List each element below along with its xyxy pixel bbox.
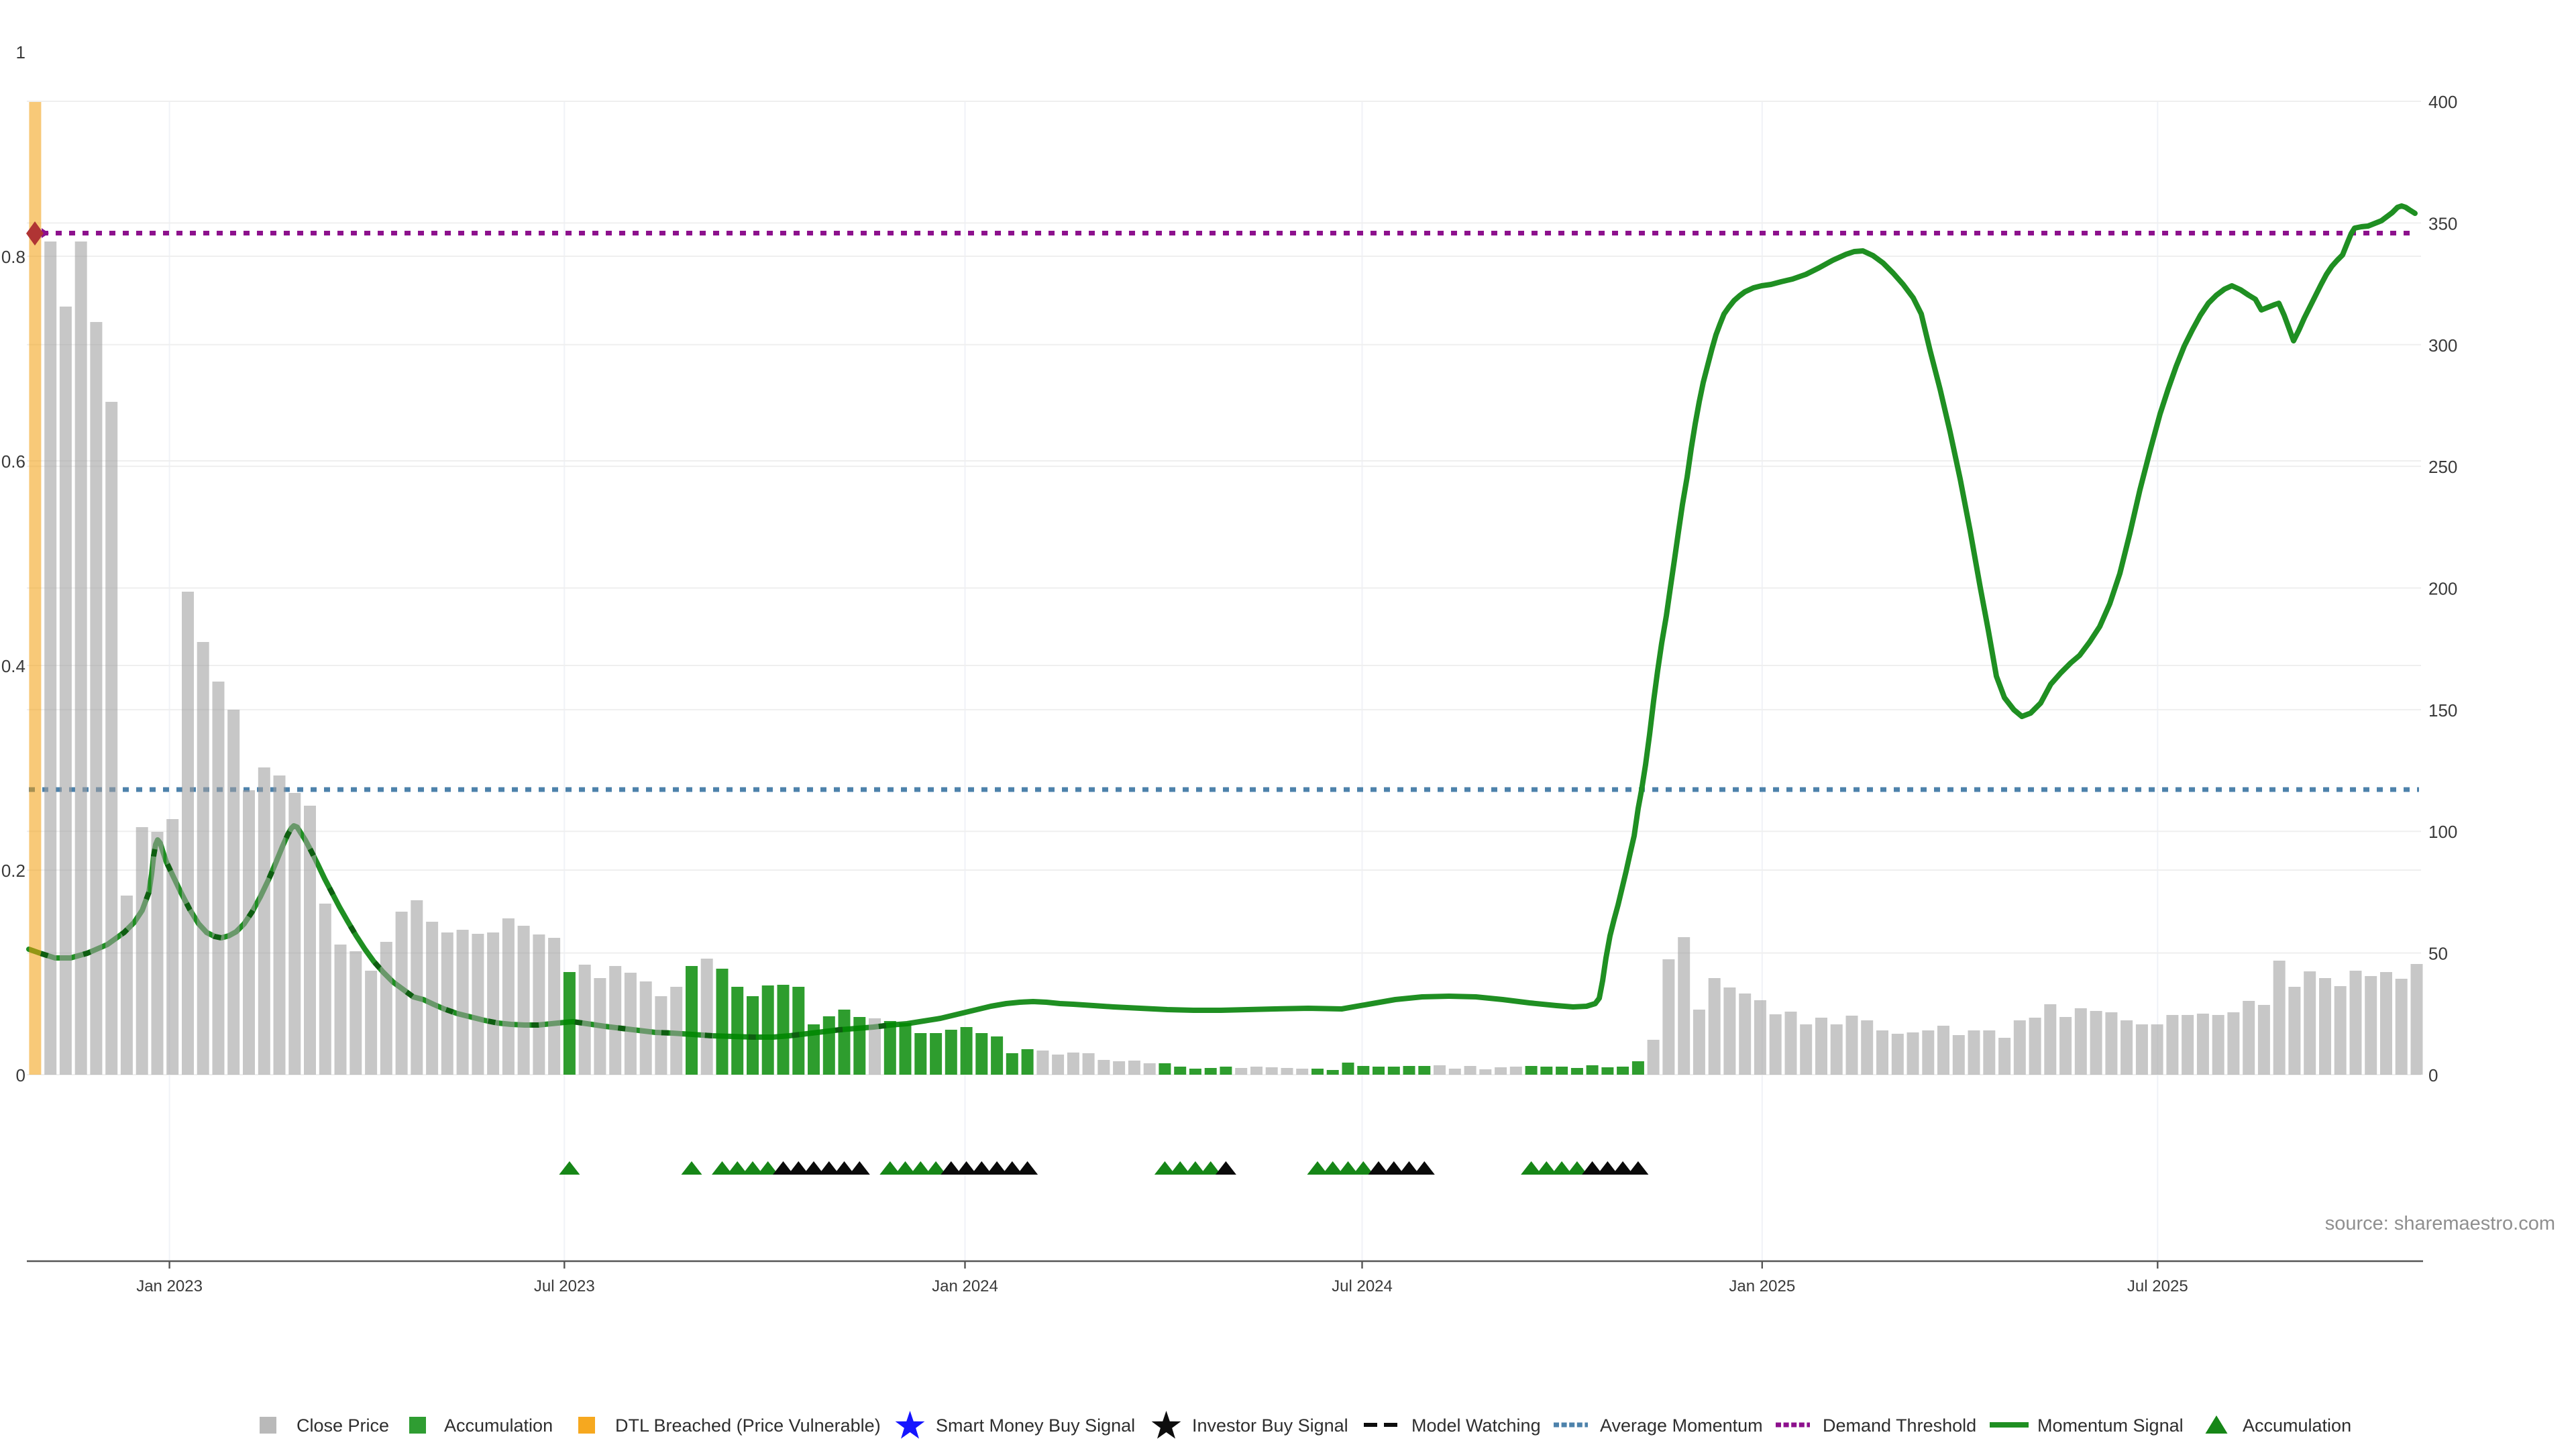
svg-text:0.6: 0.6: [1, 451, 25, 472]
svg-text:Jan 2025: Jan 2025: [1729, 1277, 1795, 1295]
svg-text:0.4: 0.4: [1, 656, 25, 676]
svg-text:Jul 2025: Jul 2025: [2127, 1277, 2188, 1295]
svg-text:150: 150: [2428, 700, 2457, 720]
svg-text:0.8: 0.8: [1, 247, 25, 267]
svg-text:Average Momentum: Average Momentum: [1600, 1415, 1763, 1436]
svg-text:0: 0: [2428, 1065, 2438, 1085]
svg-text:200: 200: [2428, 579, 2457, 599]
svg-text:250: 250: [2428, 457, 2457, 477]
svg-text:Jan 2024: Jan 2024: [932, 1277, 998, 1295]
svg-text:Jul 2024: Jul 2024: [1332, 1277, 1393, 1295]
svg-text:50: 50: [2428, 944, 2448, 964]
svg-text:source: sharemaestro.com: source: sharemaestro.com: [2325, 1213, 2555, 1234]
svg-text:DTL Breached (Price Vulnerable: DTL Breached (Price Vulnerable): [615, 1415, 881, 1436]
svg-text:0: 0: [16, 1065, 25, 1085]
svg-text:Momentum Signal: Momentum Signal: [2037, 1415, 2184, 1436]
svg-text:Model Watching: Model Watching: [1411, 1415, 1541, 1436]
svg-text:Jan 2023: Jan 2023: [136, 1277, 203, 1295]
svg-text:Demand Threshold: Demand Threshold: [1823, 1415, 1976, 1436]
svg-text:Accumulation: Accumulation: [444, 1415, 553, 1436]
svg-text:350: 350: [2428, 213, 2457, 233]
svg-text:Smart Money Buy Signal: Smart Money Buy Signal: [936, 1415, 1135, 1436]
svg-text:400: 400: [2428, 92, 2457, 112]
svg-text:Jul 2023: Jul 2023: [534, 1277, 595, 1295]
svg-text:Investor Buy Signal: Investor Buy Signal: [1192, 1415, 1348, 1436]
svg-text:Close Price: Close Price: [297, 1415, 389, 1436]
svg-text:1: 1: [16, 42, 25, 62]
svg-text:100: 100: [2428, 822, 2457, 842]
svg-text:0.2: 0.2: [1, 861, 25, 881]
svg-text:Accumulation: Accumulation: [2243, 1415, 2351, 1436]
svg-text:300: 300: [2428, 335, 2457, 356]
